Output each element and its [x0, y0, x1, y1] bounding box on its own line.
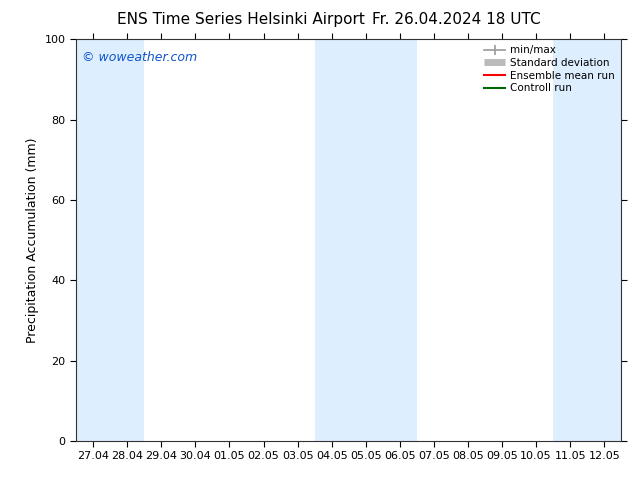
- Bar: [553, 39, 621, 441]
- Text: Fr. 26.04.2024 18 UTC: Fr. 26.04.2024 18 UTC: [372, 12, 541, 27]
- Y-axis label: Precipitation Accumulation (mm): Precipitation Accumulation (mm): [26, 137, 39, 343]
- Bar: [76, 39, 144, 441]
- Bar: [314, 39, 417, 441]
- Text: ENS Time Series Helsinki Airport: ENS Time Series Helsinki Airport: [117, 12, 365, 27]
- Legend: min/max, Standard deviation, Ensemble mean run, Controll run: min/max, Standard deviation, Ensemble me…: [480, 41, 619, 98]
- Text: © woweather.com: © woweather.com: [82, 51, 197, 64]
